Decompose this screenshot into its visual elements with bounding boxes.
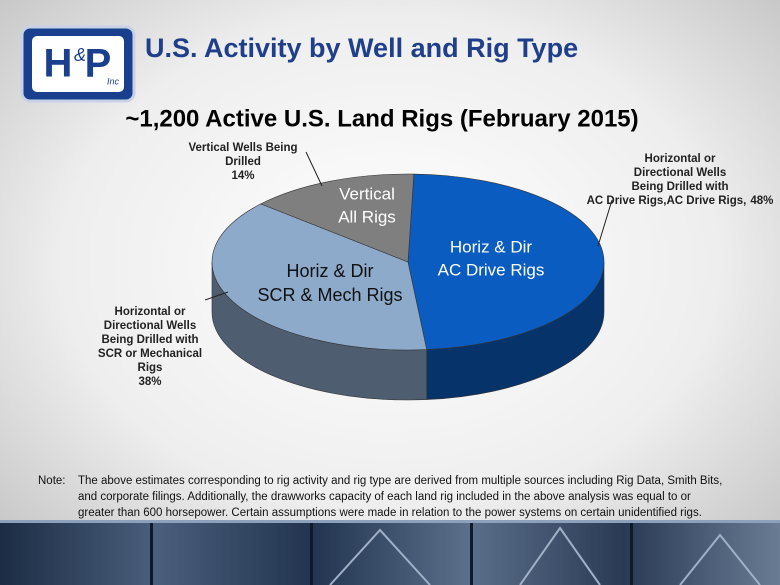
logo-amp: & [74, 45, 86, 65]
slice-label: Vertical [339, 184, 395, 203]
value-label: 48% [750, 195, 773, 207]
callout-text: AC Drive Rigs, [666, 195, 746, 207]
slide-title: U.S. Activity by Well and Rig Type [145, 33, 578, 63]
logo-inc: Inc [107, 76, 120, 86]
leader-line [305, 151, 323, 187]
slice [211, 203, 428, 351]
logo-letter: P [85, 42, 112, 86]
value-label: 14% [231, 170, 254, 182]
slice-label: SCR & Mech Rigs [257, 285, 402, 305]
slice-label: Horiz & Dir [286, 261, 373, 281]
note-line: The above estimates corresponding to rig… [78, 475, 722, 487]
chart-title: ~1,200 Active U.S. Land Rigs (February 2… [125, 105, 638, 132]
slice-label: All Rigs [338, 207, 396, 226]
slice-label: Horiz & Dir [450, 237, 533, 256]
value-label: 38% [138, 376, 161, 388]
slice [260, 173, 415, 263]
note-label: Note: [38, 475, 66, 487]
callout-text: Vertical Wells Being [188, 142, 297, 154]
callout-text: Horizontal or [645, 153, 716, 165]
slice [407, 173, 605, 350]
callout-text: Directional Wells [634, 167, 726, 179]
callout-text: AC Drive Rigs,AC Drive Rigs, 48% [587, 195, 774, 207]
callout-text: Being Drilled with [101, 334, 198, 346]
logo-letter: H [44, 42, 73, 86]
callout-text: Being Drilled with [631, 181, 728, 193]
callout-text: Drilled [225, 156, 261, 168]
note-line: and corporate filings. Additionally, the… [78, 491, 691, 503]
note-line: greater than 600 horsepower. Certain ass… [78, 507, 702, 519]
callout-text: Horizontal or [115, 306, 186, 318]
callout-text: Rigs [138, 362, 163, 374]
leader-line [204, 291, 229, 301]
slice-label: AC Drive Rigs [438, 260, 545, 279]
pie [211, 173, 605, 401]
labels: Horiz & Dir AC Drive Rigs Horiz & Dir SCR &… [98, 142, 773, 388]
callout-text: SCR or Mechanical [98, 348, 202, 360]
logo: H P & Inc [20, 25, 136, 103]
callout-text: Directional Wells [104, 320, 196, 332]
photo-strip [0, 520, 780, 585]
leader-line [597, 199, 613, 247]
